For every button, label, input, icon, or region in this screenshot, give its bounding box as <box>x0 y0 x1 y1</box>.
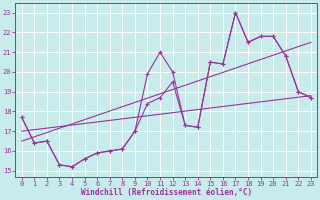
X-axis label: Windchill (Refroidissement éolien,°C): Windchill (Refroidissement éolien,°C) <box>81 188 252 197</box>
